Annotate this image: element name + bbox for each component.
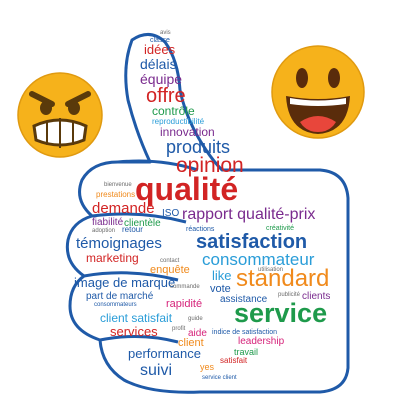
word-iso: ISO xyxy=(162,208,179,219)
word-equipe: équipe xyxy=(140,71,182,87)
word-service: service xyxy=(234,298,327,328)
word-temoignages: témoignages xyxy=(76,235,162,252)
word-performance: performance xyxy=(128,346,201,361)
word-qualite: qualité xyxy=(135,171,238,207)
word-vote: vote xyxy=(210,283,231,295)
word-assistance: assistance xyxy=(220,294,268,305)
word-consommateur: consommateur xyxy=(202,250,315,269)
word-satisfait: satisfait xyxy=(220,356,248,365)
word-yes: yes xyxy=(200,362,215,372)
word-delais: délais xyxy=(140,56,177,72)
word-innovation: innovation xyxy=(160,125,215,139)
word-part-de-marche: part de marché xyxy=(86,291,154,302)
word-prestations: prestations xyxy=(96,190,135,199)
word-offre: offre xyxy=(146,85,186,107)
word-adoption: adoption xyxy=(92,228,115,234)
word-client-satisfait: client satisfait xyxy=(100,311,173,325)
word-like: like xyxy=(212,268,232,283)
word-client: client xyxy=(178,337,204,349)
word-utilisation: utilisation xyxy=(258,267,283,273)
word-bienvenue: bienvenue xyxy=(104,182,132,188)
thumbs-up-outline xyxy=(65,33,350,394)
word-cloud: avis classe idées délais équipe offre co… xyxy=(74,30,330,381)
word-enquete: enquête xyxy=(150,264,190,276)
word-produits: produits xyxy=(166,137,230,157)
word-controle: contrôle xyxy=(152,104,195,118)
word-rapport-qualite-prix: rapport qualité-prix xyxy=(182,206,315,223)
word-classe: classe xyxy=(150,37,170,44)
word-avis: avis xyxy=(160,30,171,36)
word-aide: aide xyxy=(188,328,207,339)
word-indice-de-satisfaction: indice de satisfaction xyxy=(212,329,277,336)
word-leadership: leadership xyxy=(238,336,285,347)
word-services: services xyxy=(110,324,158,339)
word-satisfaction: satisfaction xyxy=(196,231,307,253)
word-standard: standard xyxy=(236,265,329,292)
word-marketing: marketing xyxy=(86,251,139,265)
laughing-face-icon xyxy=(271,45,365,139)
word-guide: guide xyxy=(188,316,203,322)
word-reproductibilite: reproductibilité xyxy=(152,117,205,126)
word-demande: demande xyxy=(92,200,155,217)
word-travail: travail xyxy=(234,347,258,357)
word-consommateurs: consommateurs xyxy=(94,302,137,308)
word-suivi: suivi xyxy=(140,362,172,379)
word-creativite: créativité xyxy=(266,225,294,232)
word-fiabilite: fiabilité xyxy=(92,217,124,228)
word-reactions: réactions xyxy=(186,226,215,233)
angry-face-icon xyxy=(17,72,103,158)
word-rapidite: rapidité xyxy=(166,298,202,310)
word-profit: profit xyxy=(172,326,186,332)
word-retour: retour xyxy=(122,225,143,234)
word-clientele: clientèle xyxy=(124,218,161,229)
word-publicite: publicité xyxy=(278,292,301,298)
word-opinion: opinion xyxy=(176,154,244,177)
word-image-de-marque: image de marque xyxy=(74,275,175,290)
word-clients: clients xyxy=(302,291,330,302)
word-contact: contact xyxy=(160,258,180,264)
word-service-client: service client xyxy=(202,375,237,381)
word-commande: commande xyxy=(170,284,200,290)
word-idees: idées xyxy=(144,42,176,57)
